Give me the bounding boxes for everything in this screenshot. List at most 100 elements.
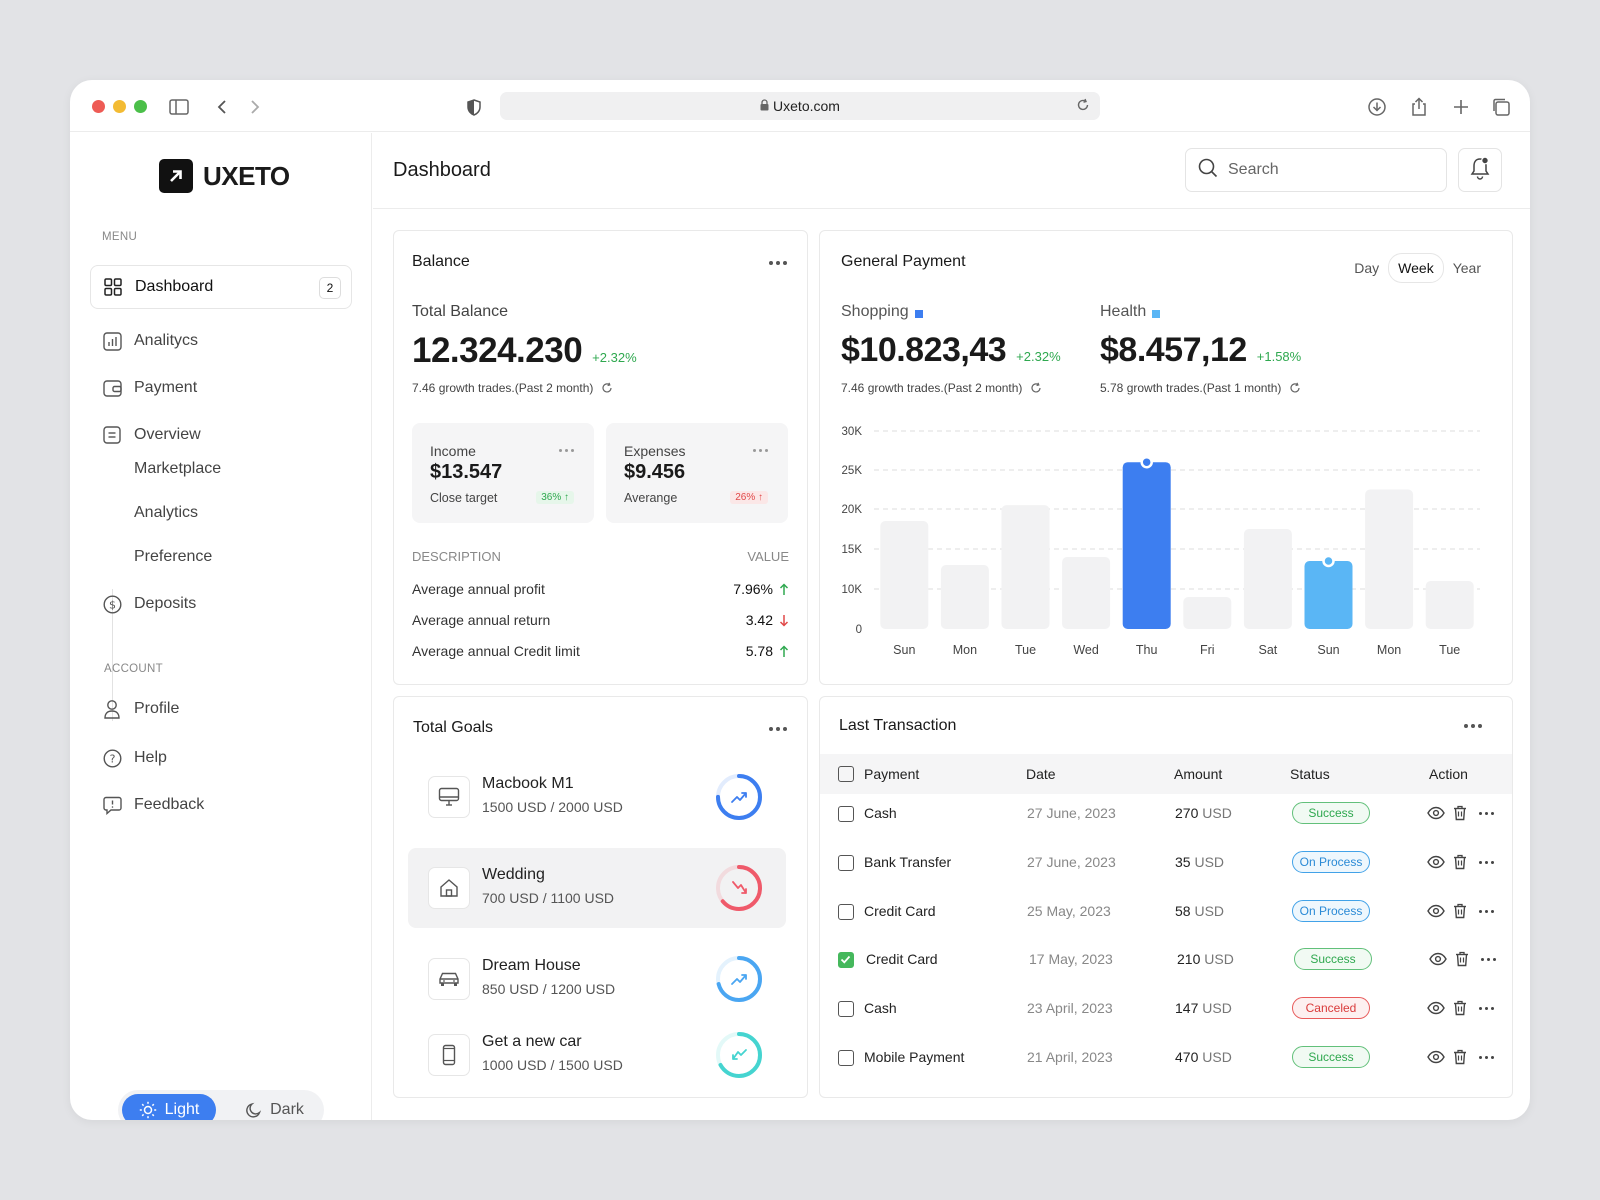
search-input[interactable] xyxy=(1228,161,1428,179)
sidebar-item-feedback[interactable]: Feedback xyxy=(90,783,352,827)
sidebar-item-analytics[interactable]: Analitycs xyxy=(90,319,352,363)
desc-row-value: 5.78 xyxy=(745,643,773,659)
chart-bar[interactable] xyxy=(1001,505,1050,629)
trash-icon[interactable] xyxy=(1453,1000,1467,1016)
transaction-amount: 210 USD xyxy=(1177,951,1234,967)
shopping-note-text: 7.46 growth trades.(Past 2 month) xyxy=(841,381,1023,395)
eye-icon[interactable] xyxy=(1427,1001,1445,1015)
eye-icon[interactable] xyxy=(1429,952,1447,966)
goal-item[interactable]: Dream House 850 USD / 1200 USD xyxy=(408,939,786,1019)
row-more-icon[interactable] xyxy=(1479,811,1494,815)
chart-bar[interactable] xyxy=(1243,529,1292,629)
chart-bar[interactable] xyxy=(1062,557,1111,629)
chart-point[interactable] xyxy=(1140,455,1153,469)
row-checkbox[interactable] xyxy=(838,1001,854,1017)
shield-icon[interactable] xyxy=(463,96,485,118)
sidebar-toggle-icon[interactable] xyxy=(168,96,190,118)
dark-theme-button[interactable]: Dark xyxy=(230,1094,320,1120)
refresh-icon[interactable] xyxy=(1289,382,1301,394)
refresh-icon[interactable] xyxy=(1030,382,1042,394)
goal-item[interactable]: Wedding 700 USD / 1100 USD xyxy=(408,848,786,928)
chart-bar[interactable] xyxy=(1304,561,1353,629)
trash-icon[interactable] xyxy=(1455,951,1469,967)
chart-point[interactable] xyxy=(1322,554,1335,568)
search-box[interactable] xyxy=(1185,148,1447,192)
income-pill: 36% ↑ xyxy=(536,491,574,504)
shopping-value: $10.823,43 xyxy=(841,331,1007,369)
tab-week[interactable]: Week xyxy=(1388,253,1444,283)
sidebar-item-payment[interactable]: Payment xyxy=(90,366,352,410)
notification-button[interactable] xyxy=(1458,148,1502,192)
sidebar-item-profile[interactable]: Profile xyxy=(90,687,352,731)
trash-icon[interactable] xyxy=(1453,903,1467,919)
amount-currency: USD xyxy=(1202,1049,1232,1065)
balance-card: Balance Total Balance 12.324.230 +2.32% … xyxy=(393,230,808,685)
chart-bar[interactable] xyxy=(1425,581,1474,629)
income-sub: Close target xyxy=(430,491,498,505)
transactions-more-icon[interactable] xyxy=(1464,724,1482,728)
refresh-icon[interactable] xyxy=(601,382,613,394)
eye-icon[interactable] xyxy=(1427,806,1445,820)
row-more-icon[interactable] xyxy=(1479,860,1494,864)
income-more-icon[interactable] xyxy=(559,449,574,452)
row-checkbox[interactable] xyxy=(838,855,854,871)
balance-growth-note: 7.46 growth trades.(Past 2 month) xyxy=(412,381,613,395)
goal-item[interactable]: Get a new car 1000 USD / 1500 USD xyxy=(408,1015,786,1095)
sidebar-subitem-analytics[interactable]: Analytics xyxy=(134,504,199,521)
maximize-window-button[interactable] xyxy=(134,100,147,113)
sidebar-item-deposits[interactable]: $ Deposits xyxy=(90,582,352,626)
brand-logo[interactable]: UXETO xyxy=(159,159,290,193)
reload-icon[interactable] xyxy=(1076,98,1090,115)
tab-day[interactable]: Day xyxy=(1354,260,1380,276)
goal-item[interactable]: Macbook M1 1500 USD / 2000 USD xyxy=(408,757,786,837)
row-checkbox[interactable] xyxy=(838,952,854,968)
row-more-icon[interactable] xyxy=(1479,1006,1494,1010)
sidebar-item-overview[interactable]: Overview xyxy=(90,413,352,457)
select-all-checkbox[interactable] xyxy=(838,766,854,782)
sidebar-subitem-marketplace[interactable]: Marketplace xyxy=(134,460,222,477)
minimize-window-button[interactable] xyxy=(113,100,126,113)
shopping-legend-swatch xyxy=(914,309,923,318)
tab-year[interactable]: Year xyxy=(1452,260,1481,276)
eye-icon[interactable] xyxy=(1427,855,1445,869)
chart-bar[interactable] xyxy=(880,521,929,629)
goal-progress-ring xyxy=(716,956,762,1002)
back-icon[interactable] xyxy=(211,96,233,118)
expenses-more-icon[interactable] xyxy=(753,449,768,452)
income-card[interactable]: Income $13.547 Close target 36% ↑ xyxy=(412,423,594,523)
tabs-overview-icon[interactable] xyxy=(1490,96,1512,118)
trend-arrow-icon xyxy=(732,881,747,894)
dollar-circle-icon: $ xyxy=(102,594,122,614)
trash-icon[interactable] xyxy=(1453,1049,1467,1065)
row-more-icon[interactable] xyxy=(1479,909,1494,913)
chart-bar[interactable] xyxy=(940,565,989,629)
row-checkbox[interactable] xyxy=(838,806,854,822)
trash-icon[interactable] xyxy=(1453,805,1467,821)
forward-icon[interactable] xyxy=(244,96,266,118)
chart-bar[interactable] xyxy=(1122,462,1171,629)
document-icon xyxy=(102,425,122,445)
eye-icon[interactable] xyxy=(1427,904,1445,918)
goals-more-icon[interactable] xyxy=(769,727,787,731)
sidebar-subitem-preference[interactable]: Preference xyxy=(134,548,213,565)
row-more-icon[interactable] xyxy=(1479,1055,1494,1059)
close-window-button[interactable] xyxy=(92,100,105,113)
download-icon[interactable] xyxy=(1366,96,1388,118)
share-icon[interactable] xyxy=(1408,96,1430,118)
expenses-card[interactable]: Expenses $9.456 Averange 26% ↑ xyxy=(606,423,788,523)
light-theme-button[interactable]: Light xyxy=(122,1094,216,1120)
chart-bar[interactable] xyxy=(1365,489,1414,630)
sidebar-item-dashboard[interactable]: Dashboard 2 xyxy=(90,265,352,309)
trash-icon[interactable] xyxy=(1453,854,1467,870)
chart-bar[interactable] xyxy=(1183,597,1232,629)
balance-more-icon[interactable] xyxy=(769,261,787,265)
eye-icon[interactable] xyxy=(1427,1050,1445,1064)
row-checkbox[interactable] xyxy=(838,1050,854,1066)
sidebar-item-help[interactable]: ? Help xyxy=(90,736,352,780)
search-icon xyxy=(1198,158,1218,183)
row-checkbox[interactable] xyxy=(838,904,854,920)
address-bar[interactable]: Uxeto.com xyxy=(500,92,1100,120)
expenses-pill: 26% ↑ xyxy=(730,491,768,504)
new-tab-icon[interactable] xyxy=(1450,96,1472,118)
row-more-icon[interactable] xyxy=(1481,957,1496,961)
